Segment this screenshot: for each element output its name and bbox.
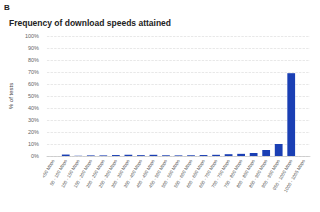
- svg-text:400 - 450 Mbps: 400 - 450 Mbps: [135, 158, 156, 189]
- svg-text:100%: 100%: [25, 33, 39, 39]
- svg-text:Frequency of download speeds a: Frequency of download speeds attained: [9, 18, 171, 28]
- svg-text:20%: 20%: [28, 129, 39, 135]
- svg-text:40%: 40%: [28, 105, 39, 111]
- svg-text:10%: 10%: [28, 141, 39, 147]
- svg-text:900 - 950 Mbps: 900 - 950 Mbps: [260, 158, 281, 189]
- svg-text:% of tests: % of tests: [8, 83, 14, 109]
- svg-text:800 - 850 Mbps: 800 - 850 Mbps: [235, 158, 256, 189]
- svg-text:1000 - 1005 Mbps: 1000 - 1005 Mbps: [283, 158, 306, 193]
- svg-text:700 - 750 Mbps: 700 - 750 Mbps: [210, 158, 231, 189]
- svg-text:950 - 1000 Mbps: 950 - 1000 Mbps: [271, 158, 294, 191]
- svg-text:<50 Mbps: <50 Mbps: [40, 158, 56, 179]
- svg-text:650 - 700 Mbps: 650 - 700 Mbps: [198, 158, 219, 189]
- svg-text:B: B: [4, 3, 10, 12]
- svg-text:90%: 90%: [28, 45, 39, 51]
- svg-text:50 - 100 Mbps: 50 - 100 Mbps: [48, 158, 68, 187]
- svg-text:450 - 500 Mbps: 450 - 500 Mbps: [147, 158, 169, 189]
- svg-text:80%: 80%: [28, 57, 39, 63]
- svg-text:550 - 600 Mbps: 550 - 600 Mbps: [172, 158, 194, 189]
- svg-text:200 - 250 Mbps: 200 - 250 Mbps: [85, 158, 106, 189]
- svg-text:0%: 0%: [31, 153, 39, 159]
- svg-text:850 - 900 Mbps: 850 - 900 Mbps: [248, 158, 269, 189]
- svg-text:500 - 550 Mbps: 500 - 550 Mbps: [160, 158, 181, 189]
- svg-text:60%: 60%: [28, 81, 39, 87]
- svg-text:300 - 350 Mbps: 300 - 350 Mbps: [110, 158, 131, 189]
- svg-text:30%: 30%: [28, 117, 39, 123]
- svg-text:350 - 400 Mbps: 350 - 400 Mbps: [122, 158, 144, 189]
- svg-text:600 - 650 Mbps: 600 - 650 Mbps: [185, 158, 206, 189]
- svg-text:100 - 150 Mbps: 100 - 150 Mbps: [60, 158, 81, 189]
- svg-text:70%: 70%: [28, 69, 39, 75]
- svg-text:50%: 50%: [28, 93, 39, 99]
- svg-text:150 - 200 Mbps: 150 - 200 Mbps: [72, 158, 93, 189]
- svg-text:250 - 300 Mbps: 250 - 300 Mbps: [97, 158, 118, 189]
- svg-text:750 - 800 Mbps: 750 - 800 Mbps: [223, 158, 244, 189]
